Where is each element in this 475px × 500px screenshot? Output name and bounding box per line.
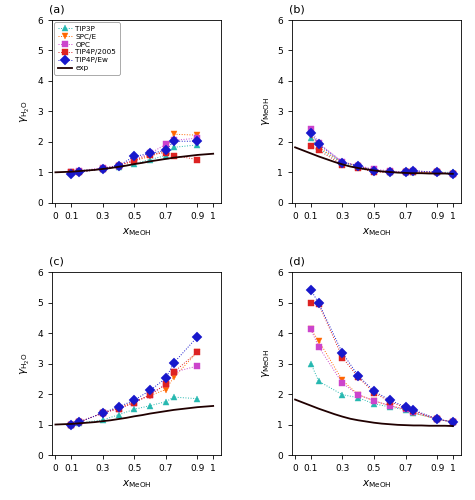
Legend: TIP3P, SPC/E, OPC, TIP4P/2005, TIP4P/Ew, exp: TIP3P, SPC/E, OPC, TIP4P/2005, TIP4P/Ew,… [55, 22, 120, 74]
X-axis label: $x_\mathrm{MeOH}$: $x_\mathrm{MeOH}$ [361, 226, 391, 238]
Text: (a): (a) [49, 4, 65, 15]
Y-axis label: $\gamma_\mathrm{MeOH}$: $\gamma_\mathrm{MeOH}$ [260, 349, 272, 378]
Y-axis label: $\gamma_\mathrm{MeOH}$: $\gamma_\mathrm{MeOH}$ [260, 96, 272, 126]
Y-axis label: $\gamma_\mathrm{H_2O}$: $\gamma_\mathrm{H_2O}$ [19, 100, 32, 122]
X-axis label: $x_\mathrm{MeOH}$: $x_\mathrm{MeOH}$ [122, 478, 152, 490]
X-axis label: $x_\mathrm{MeOH}$: $x_\mathrm{MeOH}$ [361, 478, 391, 490]
Text: (b): (b) [289, 4, 304, 15]
Text: (d): (d) [289, 257, 304, 267]
X-axis label: $x_\mathrm{MeOH}$: $x_\mathrm{MeOH}$ [122, 226, 152, 238]
Y-axis label: $\gamma_\mathrm{H_2O}$: $\gamma_\mathrm{H_2O}$ [19, 352, 32, 375]
Text: (c): (c) [49, 257, 64, 267]
